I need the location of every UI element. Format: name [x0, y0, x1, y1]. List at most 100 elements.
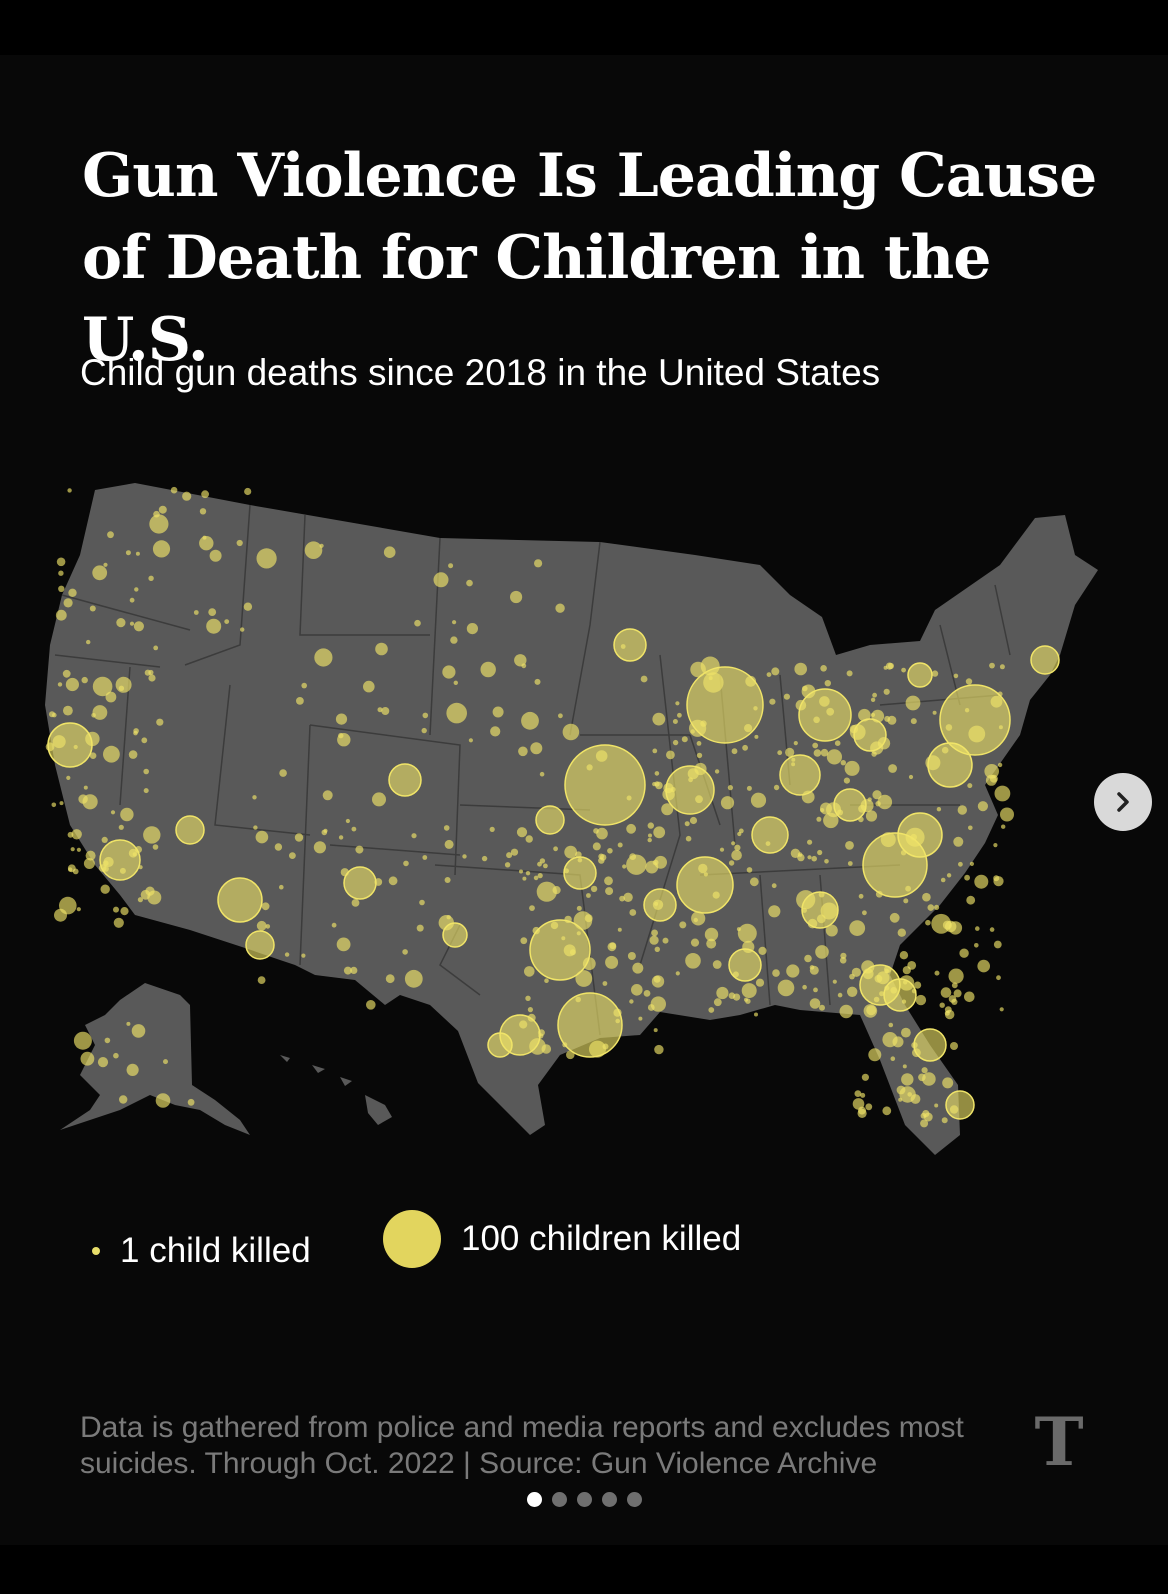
death-bubble [115, 676, 132, 693]
death-bubble [564, 868, 569, 874]
death-bubble [52, 735, 66, 749]
death-bubble [626, 854, 647, 875]
death-bubble [274, 843, 283, 851]
death-bubble [104, 1037, 111, 1044]
death-bubble [768, 905, 781, 918]
death-bubble [708, 676, 713, 681]
death-bubble [911, 988, 917, 994]
death-bubble [543, 863, 548, 869]
death-bubble [206, 618, 222, 634]
death-bubble [675, 971, 680, 976]
death-bubble [101, 836, 108, 843]
death-bubble [771, 883, 777, 889]
death-bubble [562, 723, 580, 741]
death-bubble [129, 597, 135, 603]
death-bubble [265, 924, 271, 929]
death-bubble [416, 924, 424, 932]
death-bubble [790, 848, 801, 858]
pagination-dot-2[interactable] [551, 1492, 567, 1507]
death-bubble [118, 824, 124, 830]
pagination-dot-3[interactable] [576, 1492, 592, 1507]
death-bubble [643, 990, 651, 997]
death-bubble [375, 642, 388, 656]
death-bubble [58, 570, 64, 576]
death-bubble [377, 707, 383, 713]
death-bubble [745, 675, 757, 687]
death-bubble [888, 1022, 894, 1028]
death-bubble [936, 807, 942, 812]
death-bubble [865, 810, 878, 822]
death-bubble [529, 919, 591, 981]
death-bubble [901, 1027, 911, 1038]
death-bubble [779, 754, 821, 796]
death-bubble [595, 750, 608, 762]
death-bubble [819, 696, 830, 707]
death-bubble [534, 559, 543, 568]
death-bubble [444, 877, 451, 883]
death-bubble [744, 724, 753, 733]
death-bubble [997, 762, 1003, 768]
death-bubble [654, 946, 660, 952]
death-bubble [113, 1052, 119, 1059]
death-bubble [83, 785, 88, 790]
death-bubble [907, 961, 917, 970]
death-bubble [681, 736, 688, 743]
death-bubble [89, 605, 96, 612]
death-bubble [640, 675, 648, 683]
death-bubble [419, 899, 425, 906]
death-bubble [421, 727, 427, 734]
death-bubble [481, 855, 488, 862]
death-bubble [931, 670, 939, 677]
death-bubble [336, 937, 351, 952]
death-bubble [865, 1103, 873, 1111]
death-bubble [867, 797, 872, 802]
death-bubble [552, 886, 561, 895]
death-bubble [860, 799, 874, 813]
death-bubble [443, 825, 450, 831]
death-bubble [809, 965, 815, 970]
death-bubble [990, 695, 1003, 708]
death-bubble [890, 987, 897, 994]
death-bubble [834, 740, 841, 746]
death-bubble [58, 585, 65, 592]
death-bubble [796, 890, 816, 910]
death-bubble [629, 999, 634, 1004]
death-bubble [57, 682, 63, 687]
death-bubble [791, 757, 796, 762]
death-bubble [812, 742, 819, 749]
death-bubble [133, 621, 144, 632]
death-bubble [993, 940, 1002, 949]
death-bubble [824, 859, 829, 864]
death-bubble [912, 1048, 921, 1058]
death-bubble [558, 713, 563, 719]
pagination-dot-4[interactable] [601, 1492, 617, 1507]
death-bubble [490, 726, 501, 737]
pagination-dot-5[interactable] [626, 1492, 642, 1507]
death-bubble [555, 603, 565, 613]
death-bubble [771, 667, 780, 676]
alaska-shape [60, 983, 250, 1135]
death-bubble [742, 940, 755, 954]
death-bubble [199, 536, 214, 551]
death-bubble [208, 608, 217, 616]
death-bubble [404, 969, 423, 988]
death-bubble [615, 1018, 620, 1024]
death-bubble [858, 708, 871, 722]
death-bubble [289, 852, 296, 859]
death-bubble [704, 927, 719, 942]
death-bubble [907, 662, 933, 688]
death-bubble [951, 982, 958, 989]
death-bubble [468, 738, 473, 743]
death-bubble [922, 1110, 930, 1118]
pagination-dot-1[interactable] [526, 1492, 542, 1507]
death-bubble [602, 1043, 609, 1050]
death-bubble [875, 801, 881, 807]
death-bubble [294, 833, 304, 842]
death-bubble [338, 835, 344, 840]
death-bubble [638, 1016, 643, 1021]
next-slide-button[interactable] [1094, 773, 1152, 831]
death-bubble [245, 930, 275, 960]
death-bubble [143, 768, 149, 775]
death-bubble [849, 724, 866, 740]
death-bubble [925, 919, 931, 926]
